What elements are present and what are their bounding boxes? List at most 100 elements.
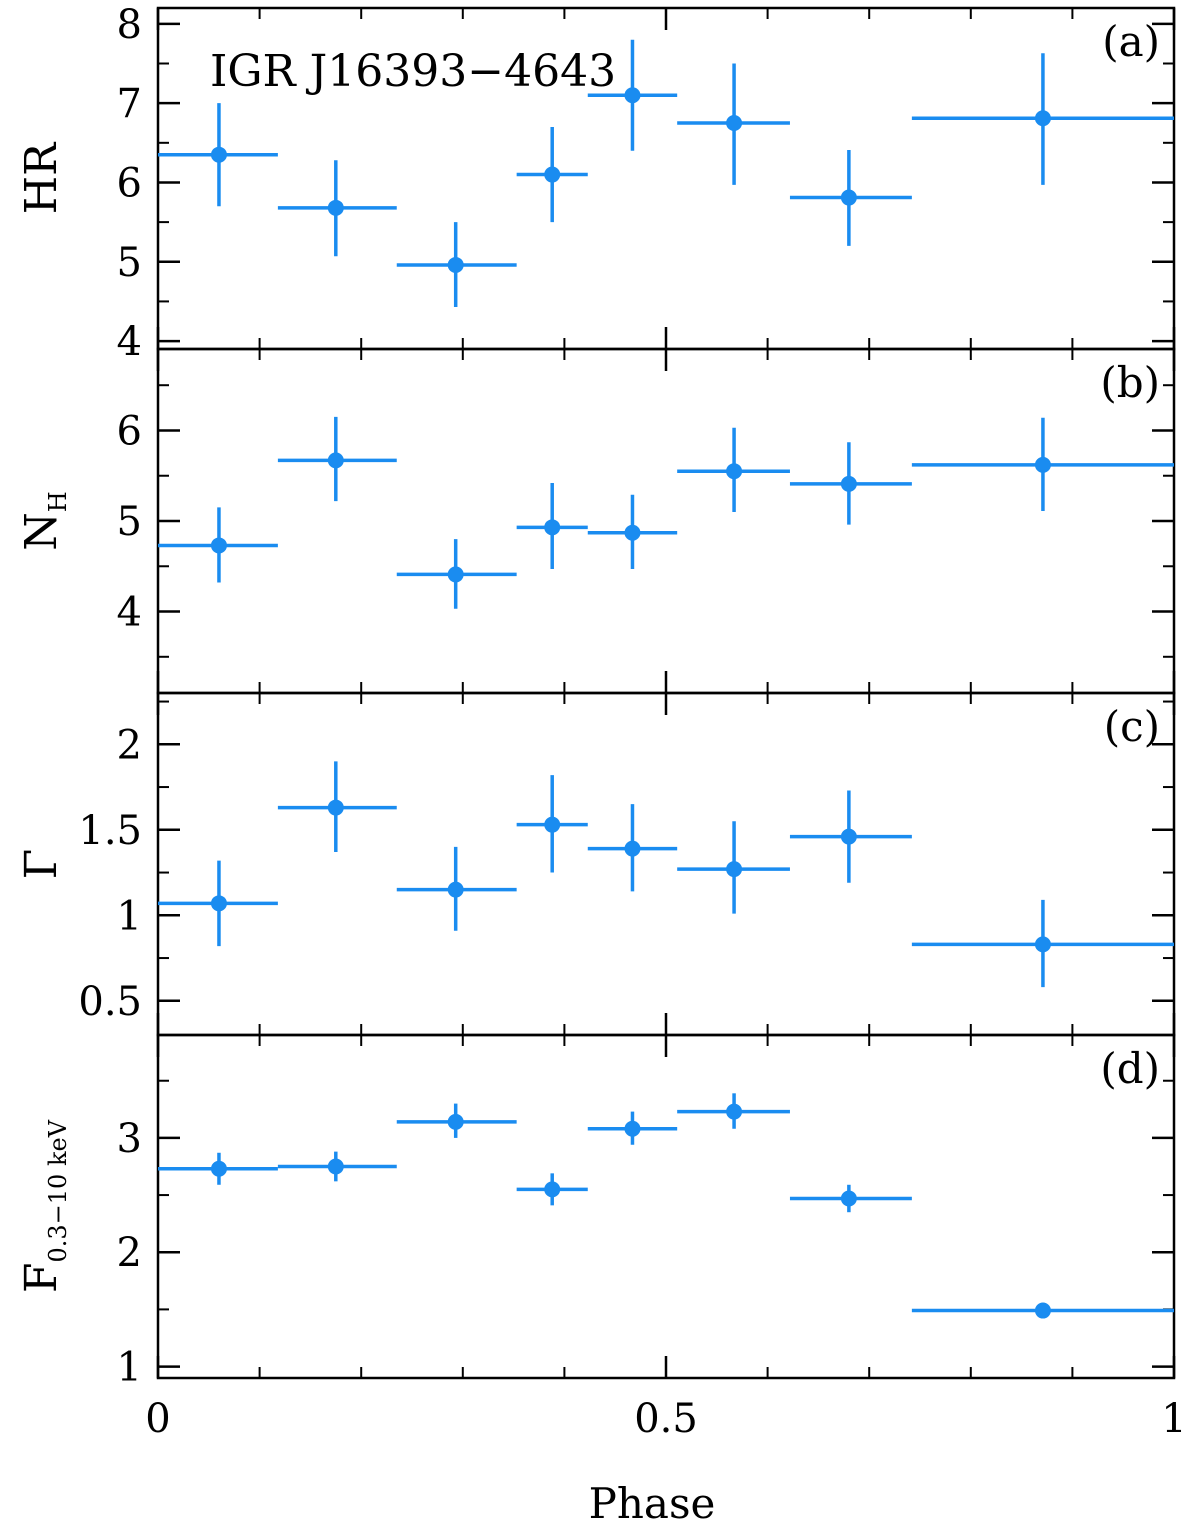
data-point <box>677 821 790 914</box>
data-marker <box>544 166 561 183</box>
y-tick-label: 5 <box>117 240 142 286</box>
x-tick-label: 0.5 <box>634 1396 698 1442</box>
data-marker <box>1034 456 1051 473</box>
y-tick-label: 7 <box>117 81 142 127</box>
data-point <box>158 507 278 583</box>
data-marker <box>544 816 561 833</box>
panel-label: (b) <box>1100 358 1160 407</box>
panel-label: (c) <box>1104 702 1160 751</box>
panel-frame <box>156 1033 1176 1380</box>
data-marker <box>1034 110 1051 127</box>
data-point <box>677 427 790 512</box>
data-point <box>158 1152 278 1185</box>
data-point <box>396 539 517 609</box>
panels-group: 4 5 6 7 8 (a) HR 4 5 6 (b) NH 0.5 1 1.5 2 (c) Γ 1 2 3 (d) F0.3… <box>16 2 1187 1442</box>
data-marker <box>210 1160 227 1177</box>
panel-d: 1 2 3 (d) F0.3−10 keV <box>16 1033 1176 1391</box>
data-point <box>911 899 1174 988</box>
data-marker <box>447 256 464 273</box>
y-tick-label: 1.5 <box>78 808 142 854</box>
y-tick-label: 3 <box>117 1116 142 1162</box>
data-point <box>677 63 790 185</box>
data-marker <box>624 87 641 104</box>
data-marker <box>210 146 227 163</box>
y-tick-label: 4 <box>117 319 142 365</box>
data-marker <box>327 799 344 816</box>
data-point <box>516 126 588 223</box>
y-axis-label-subscript: 0.3−10 keV <box>44 1119 72 1262</box>
data-marker <box>327 452 344 469</box>
data-point <box>396 222 517 307</box>
panel-label: (d) <box>1100 1044 1160 1093</box>
data-marker <box>327 199 344 216</box>
data-point <box>587 494 678 569</box>
x-tick-label: 0 <box>145 1396 170 1442</box>
data-marker <box>726 463 743 480</box>
y-tick-label: 2 <box>117 722 142 768</box>
data-point <box>158 860 278 947</box>
data-marker <box>1034 936 1051 953</box>
data-point <box>789 1184 912 1213</box>
data-point <box>396 846 517 931</box>
data-point <box>587 1111 678 1145</box>
y-tick-label: 0.5 <box>78 979 142 1025</box>
data-marker <box>726 1103 743 1120</box>
y-tick-label: 1 <box>117 1345 142 1391</box>
panel-label: (a) <box>1102 17 1160 66</box>
y-tick-label: 6 <box>117 408 142 454</box>
data-marker <box>726 861 743 878</box>
y-axis-label-subscript: H <box>44 491 72 512</box>
data-marker <box>447 566 464 583</box>
panel-a: 4 5 6 7 8 (a) HR <box>16 2 1176 365</box>
data-marker <box>210 895 227 912</box>
data-point <box>277 160 397 257</box>
data-point <box>516 1173 588 1206</box>
y-tick-label: 5 <box>117 499 142 545</box>
data-point <box>789 790 912 883</box>
data-marker <box>840 828 857 845</box>
y-tick-label: 8 <box>117 2 142 48</box>
y-axis-label: F0.3−10 keV <box>16 1119 72 1293</box>
data-marker <box>327 1158 344 1175</box>
data-marker <box>544 519 561 536</box>
data-marker <box>840 189 857 206</box>
data-point <box>277 761 397 853</box>
data-point <box>277 1151 397 1182</box>
data-marker <box>1034 1302 1051 1319</box>
data-point <box>516 775 588 873</box>
data-marker <box>624 1120 641 1137</box>
data-point <box>587 39 678 151</box>
data-marker <box>726 114 743 131</box>
panel-b: 4 5 6 (b) NH <box>16 347 1176 695</box>
data-marker <box>447 881 464 898</box>
y-axis-label: HR <box>16 141 67 214</box>
source-label: IGR J16393−4643 <box>210 46 616 97</box>
data-point <box>396 1103 517 1138</box>
x-axis-label: Phase <box>589 1479 716 1528</box>
data-point <box>911 53 1174 185</box>
y-axis-label: Γ <box>16 849 67 880</box>
data-marker <box>624 840 641 857</box>
x-tick-label: 1 <box>1161 1396 1186 1442</box>
data-marker <box>840 1190 857 1207</box>
y-tick-label: 6 <box>117 160 142 206</box>
data-marker <box>544 1181 561 1198</box>
y-axis-label: NH <box>16 491 72 550</box>
data-point <box>587 804 678 892</box>
panel-c: 0.5 1 1.5 2 (c) Γ <box>16 691 1176 1037</box>
data-point <box>911 417 1174 512</box>
panel-frame <box>156 691 1176 1037</box>
data-point <box>677 1093 790 1129</box>
panel-frame <box>156 347 1176 695</box>
data-point <box>277 416 397 502</box>
data-point <box>789 149 912 246</box>
data-point <box>911 1302 1174 1319</box>
data-marker <box>624 524 641 541</box>
y-tick-label: 4 <box>117 590 142 636</box>
data-marker <box>840 475 857 492</box>
data-point <box>516 482 588 569</box>
y-tick-label: 1 <box>117 893 142 939</box>
data-point <box>789 442 912 525</box>
data-point <box>158 103 278 207</box>
